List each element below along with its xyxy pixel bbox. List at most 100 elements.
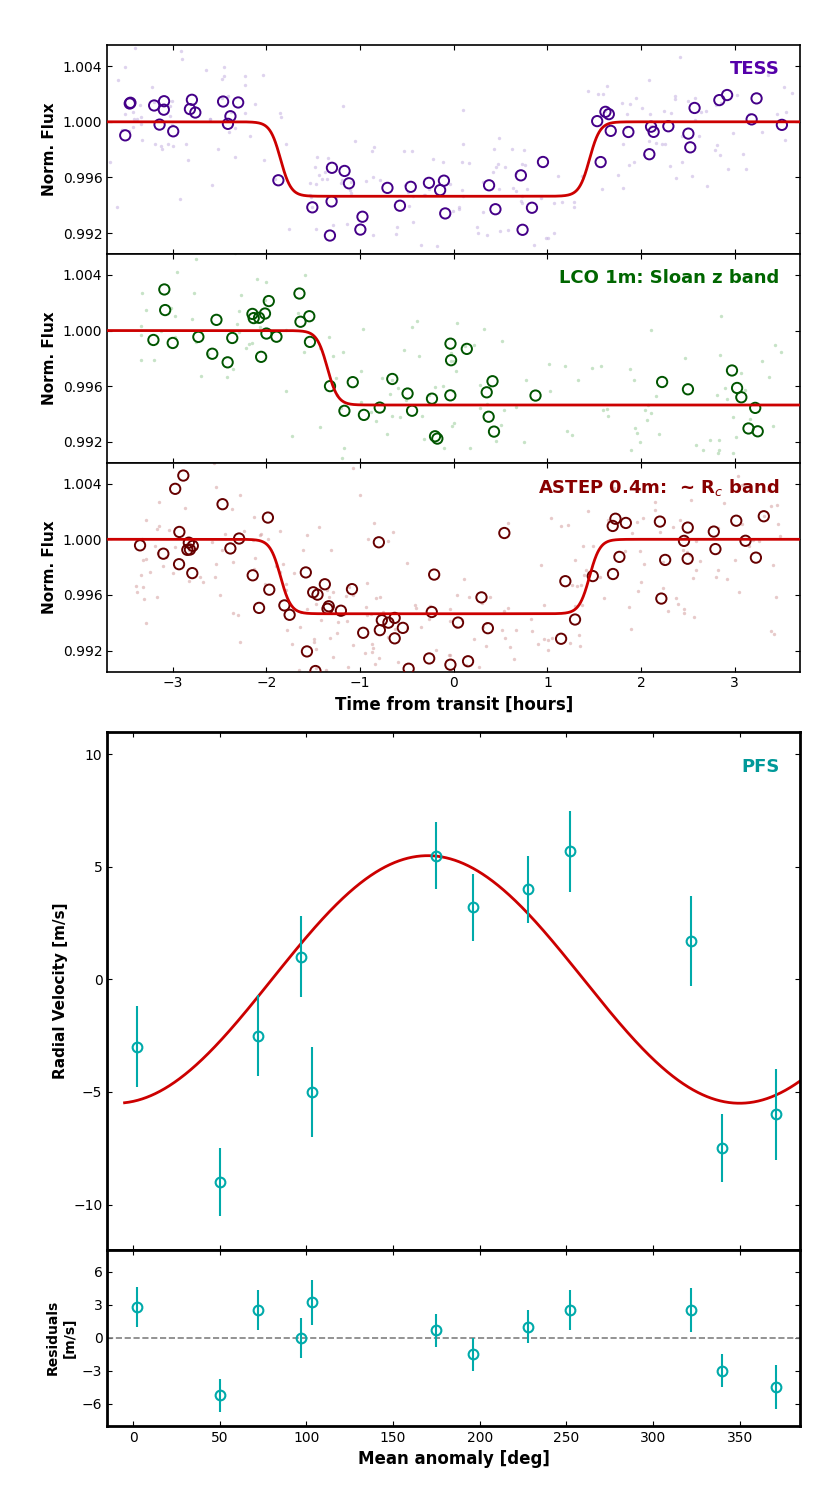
Point: [159, 545, 172, 569]
Point: [681, 122, 695, 146]
Point: [210, 308, 223, 332]
Point: [280, 617, 294, 641]
Point: [368, 512, 381, 536]
Point: [405, 398, 418, 423]
Point: [148, 349, 161, 373]
Point: [218, 65, 231, 89]
Point: [599, 100, 612, 124]
Point: [280, 572, 293, 596]
Point: [689, 558, 702, 582]
Point: [628, 368, 641, 392]
Point: [738, 459, 752, 483]
Point: [625, 521, 639, 545]
Point: [156, 136, 169, 160]
Point: [307, 628, 320, 652]
Point: [681, 377, 695, 401]
Point: [316, 167, 329, 192]
Point: [165, 296, 178, 320]
Point: [303, 183, 316, 207]
Point: [418, 183, 431, 207]
Point: [451, 611, 464, 635]
Point: [538, 593, 551, 617]
Point: [555, 190, 568, 214]
Point: [444, 332, 457, 356]
Point: [714, 91, 728, 115]
Point: [413, 667, 427, 691]
Point: [683, 543, 696, 567]
Point: [336, 94, 349, 118]
Point: [767, 622, 780, 646]
Point: [510, 161, 523, 186]
Point: [517, 430, 530, 454]
Point: [509, 178, 522, 202]
Point: [475, 585, 488, 610]
Point: [456, 184, 469, 208]
Y-axis label: Norm. Flux: Norm. Flux: [42, 521, 57, 614]
Point: [677, 602, 691, 626]
Point: [681, 516, 695, 540]
Point: [761, 478, 775, 502]
Point: [653, 521, 667, 545]
Point: [310, 637, 323, 661]
Point: [778, 75, 791, 100]
Text: TESS: TESS: [729, 60, 780, 78]
Point: [640, 407, 653, 432]
Point: [126, 115, 139, 139]
Point: [462, 151, 475, 175]
Point: [270, 554, 283, 578]
Point: [765, 619, 778, 643]
Point: [472, 655, 485, 679]
Point: [749, 546, 762, 570]
Point: [293, 282, 306, 306]
Point: [637, 552, 650, 576]
Point: [445, 349, 458, 373]
Point: [124, 91, 137, 115]
Point: [542, 226, 555, 250]
Point: [425, 601, 438, 625]
Point: [309, 154, 322, 178]
Point: [730, 83, 743, 107]
Point: [339, 584, 352, 608]
Point: [148, 133, 162, 157]
Point: [639, 398, 652, 423]
Point: [743, 407, 757, 432]
Point: [386, 519, 399, 543]
Point: [226, 326, 239, 350]
Point: [725, 359, 738, 383]
Point: [195, 364, 208, 388]
Point: [443, 643, 456, 667]
Point: [369, 409, 382, 433]
Point: [230, 312, 243, 337]
Point: [130, 573, 143, 598]
Point: [685, 487, 698, 512]
Point: [711, 516, 724, 540]
Point: [181, 537, 194, 561]
Point: [742, 534, 756, 558]
Point: [279, 133, 292, 157]
Point: [313, 163, 326, 187]
Point: [176, 47, 189, 71]
Point: [111, 195, 124, 219]
Point: [373, 646, 386, 670]
Point: [335, 171, 348, 195]
Point: [323, 626, 337, 650]
Point: [631, 579, 644, 604]
Point: [713, 427, 726, 451]
Point: [139, 507, 153, 531]
Point: [637, 143, 650, 167]
Point: [402, 180, 415, 204]
Y-axis label: Residuals
[m/s]: Residuals [m/s]: [46, 1301, 77, 1375]
Point: [740, 157, 753, 181]
Point: [738, 379, 752, 403]
Point: [182, 531, 196, 555]
Point: [615, 92, 629, 116]
Point: [735, 385, 748, 409]
Point: [526, 619, 539, 643]
Point: [551, 164, 564, 189]
Point: [262, 290, 276, 314]
Text: PFS: PFS: [741, 758, 780, 776]
Point: [348, 130, 361, 154]
Point: [678, 347, 691, 371]
Point: [573, 623, 586, 647]
Point: [554, 626, 568, 650]
